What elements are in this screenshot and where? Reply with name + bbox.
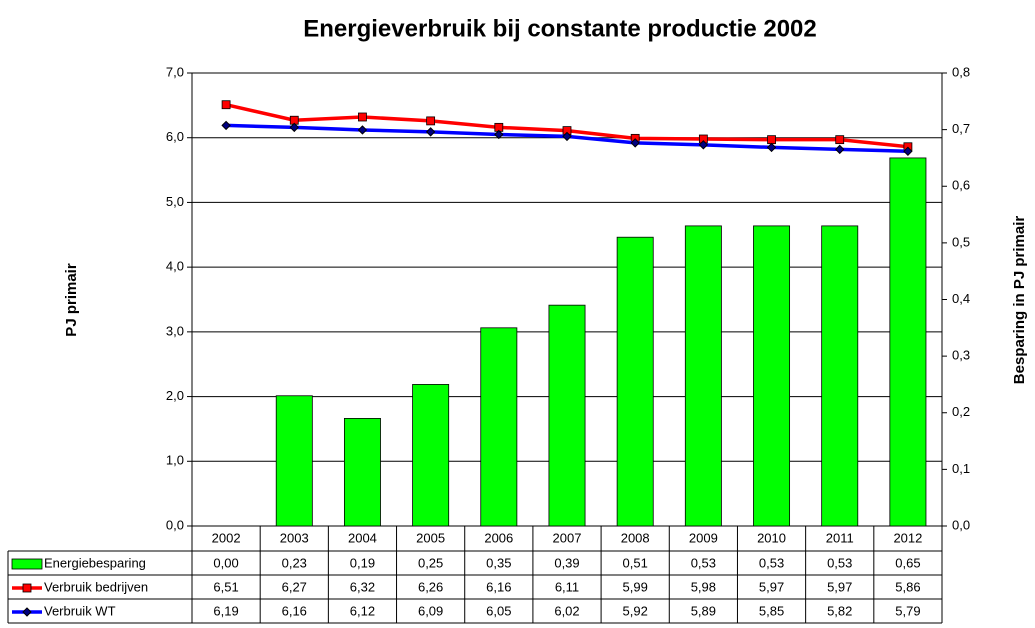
marker: [425, 127, 436, 137]
x-tick-label: 2004: [348, 530, 377, 545]
bar: [548, 304, 586, 527]
table-cell: 6,09: [418, 603, 443, 618]
table-cell: 6,16: [486, 579, 511, 594]
marker: [358, 112, 367, 122]
x-tick-label: 2011: [826, 530, 854, 545]
y-axis-title: PJ primair: [63, 263, 80, 337]
marker: [835, 135, 845, 145]
marker: [289, 122, 299, 133]
table-cell: 5,86: [895, 579, 920, 594]
legend-label: Energiebesparing: [44, 555, 146, 570]
x-tick-label: 2003: [280, 530, 309, 545]
legend-marker: [22, 583, 32, 593]
legend-label: Verbruik bedrijven: [44, 579, 148, 594]
marker: [903, 146, 913, 157]
table-cell: 0,39: [554, 555, 579, 570]
y2-tick-label: 0,0: [952, 517, 970, 532]
legend-swatch: [11, 558, 43, 570]
marker: [426, 116, 436, 126]
table-cell: 5,98: [691, 579, 716, 594]
y-tick-label: 7,0: [166, 64, 184, 79]
y-tick-label: 6,0: [166, 129, 184, 144]
bar: [343, 418, 381, 527]
bar: [616, 236, 654, 527]
table-cell: 6,51: [213, 579, 238, 594]
table-cell: 0,53: [827, 555, 852, 570]
table-cell: 5,89: [691, 603, 716, 618]
y-tick-label: 1,0: [166, 453, 184, 468]
y2-tick-label: 0,8: [952, 64, 970, 79]
bar: [412, 384, 450, 527]
y-tick-label: 3,0: [166, 323, 184, 338]
table-cell: 5,99: [623, 579, 648, 594]
table-cell: 5,92: [623, 603, 648, 618]
y-tick-label: 2,0: [166, 388, 184, 403]
marker: [698, 140, 709, 150]
bar: [480, 327, 518, 527]
legend-label: Verbruik WT: [44, 603, 116, 618]
table-cell: 0,35: [486, 555, 511, 570]
x-tick-label: 2010: [757, 530, 786, 545]
x-tick-label: 2008: [621, 530, 650, 545]
table-cell: 0,53: [691, 555, 716, 570]
table-cell: 0,23: [282, 555, 307, 570]
table-cell: 0,00: [213, 555, 238, 570]
marker: [767, 135, 776, 145]
bar: [684, 225, 722, 527]
table-cell: 0,19: [350, 555, 375, 570]
y2-axis-title: Besparing in PJ primair: [1011, 216, 1028, 385]
table-cell: 0,51: [623, 555, 648, 570]
y2-tick-label: 0,4: [952, 291, 970, 306]
bar: [889, 157, 927, 527]
table-cell: 6,02: [554, 603, 579, 618]
table-cell: 6,27: [282, 579, 307, 594]
table-cell: 6,11: [555, 579, 579, 594]
y2-tick-label: 0,7: [952, 121, 970, 136]
marker: [766, 142, 777, 153]
bar: [753, 225, 791, 527]
marker: [630, 138, 640, 148]
x-tick-label: 2007: [553, 530, 582, 545]
table-cell: 5,97: [827, 579, 852, 594]
table-cell: 6,19: [213, 603, 238, 618]
x-tick-label: 2005: [416, 530, 445, 545]
bar: [275, 395, 313, 527]
marker: [562, 131, 572, 142]
x-tick-label: 2009: [689, 530, 718, 545]
x-tick-label: 2006: [484, 530, 513, 545]
y2-tick-label: 0,2: [952, 404, 970, 419]
marker: [494, 129, 504, 140]
table-cell: 5,85: [759, 603, 784, 618]
x-tick-label: 2002: [212, 530, 241, 545]
y2-tick-label: 0,6: [952, 178, 970, 193]
y-tick-label: 5,0: [166, 194, 184, 209]
chart-title: Energieverbruik bij constante productie …: [303, 15, 817, 42]
y2-tick-label: 0,1: [952, 461, 970, 476]
y2-tick-label: 0,3: [952, 348, 970, 363]
table-cell: 6,26: [418, 579, 443, 594]
table-cell: 6,32: [350, 579, 375, 594]
table-cell: 5,82: [827, 603, 852, 618]
marker: [221, 100, 231, 110]
table-cell: 6,16: [282, 603, 307, 618]
legend-marker: [22, 607, 32, 617]
table-cell: 5,79: [895, 603, 920, 618]
table-cell: 6,05: [486, 603, 511, 618]
y2-tick-label: 0,5: [952, 234, 970, 249]
x-tick-label: 2012: [893, 530, 922, 545]
table-cell: 5,97: [759, 579, 784, 594]
table-cell: 0,53: [759, 555, 784, 570]
marker: [357, 125, 368, 135]
marker: [835, 144, 845, 155]
bar: [821, 225, 859, 527]
table-cell: 6,12: [350, 603, 375, 618]
y-tick-label: 0,0: [166, 517, 184, 532]
y-tick-label: 4,0: [166, 259, 184, 274]
table-cell: 0,65: [895, 555, 920, 570]
table-cell: 0,25: [418, 555, 443, 570]
marker: [221, 120, 231, 131]
